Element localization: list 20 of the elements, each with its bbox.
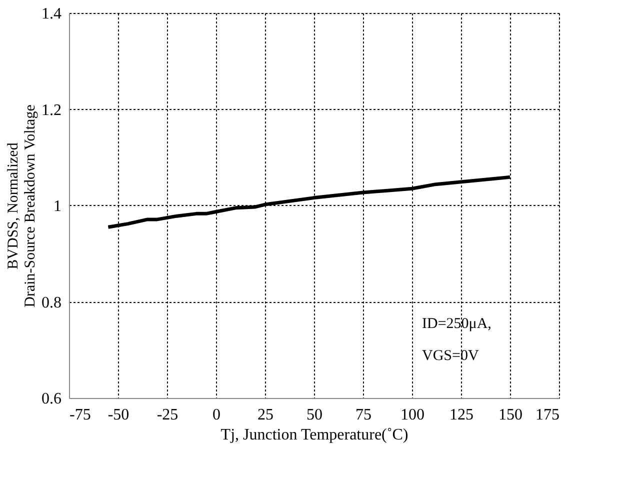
y-tick-label: 0.8 (42, 294, 62, 312)
y-tick-label: 0.6 (42, 390, 62, 408)
x-tick-label: 0 (212, 406, 220, 424)
x-tick-label: 125 (450, 406, 474, 424)
y-axis-title: BVDSS, Normalized Drain-Source Breakdown Voltage (6, 104, 38, 308)
x-tick-label: 100 (400, 406, 424, 424)
x-tick-label: 25 (258, 406, 274, 424)
x-axis-title: Tj, Junction Temperature(˚C) (220, 426, 408, 444)
x-tick-label: -50 (108, 406, 130, 424)
x-tick-label: 175 (536, 406, 560, 424)
y-tick-label: 1.2 (42, 102, 62, 119)
x-tick-label: -25 (156, 406, 178, 424)
annotation: ID=250μA, (422, 316, 492, 332)
x-tick-label: 150 (498, 406, 522, 424)
x-tick-label: 50 (306, 406, 322, 424)
x-tick-label: 75 (356, 406, 372, 424)
x-tick-label: -75 (70, 406, 91, 424)
annotation: VGS=0V (422, 348, 479, 364)
y-tick-label: 1 (54, 198, 62, 215)
y-tick-label: 1.4 (42, 6, 62, 22)
